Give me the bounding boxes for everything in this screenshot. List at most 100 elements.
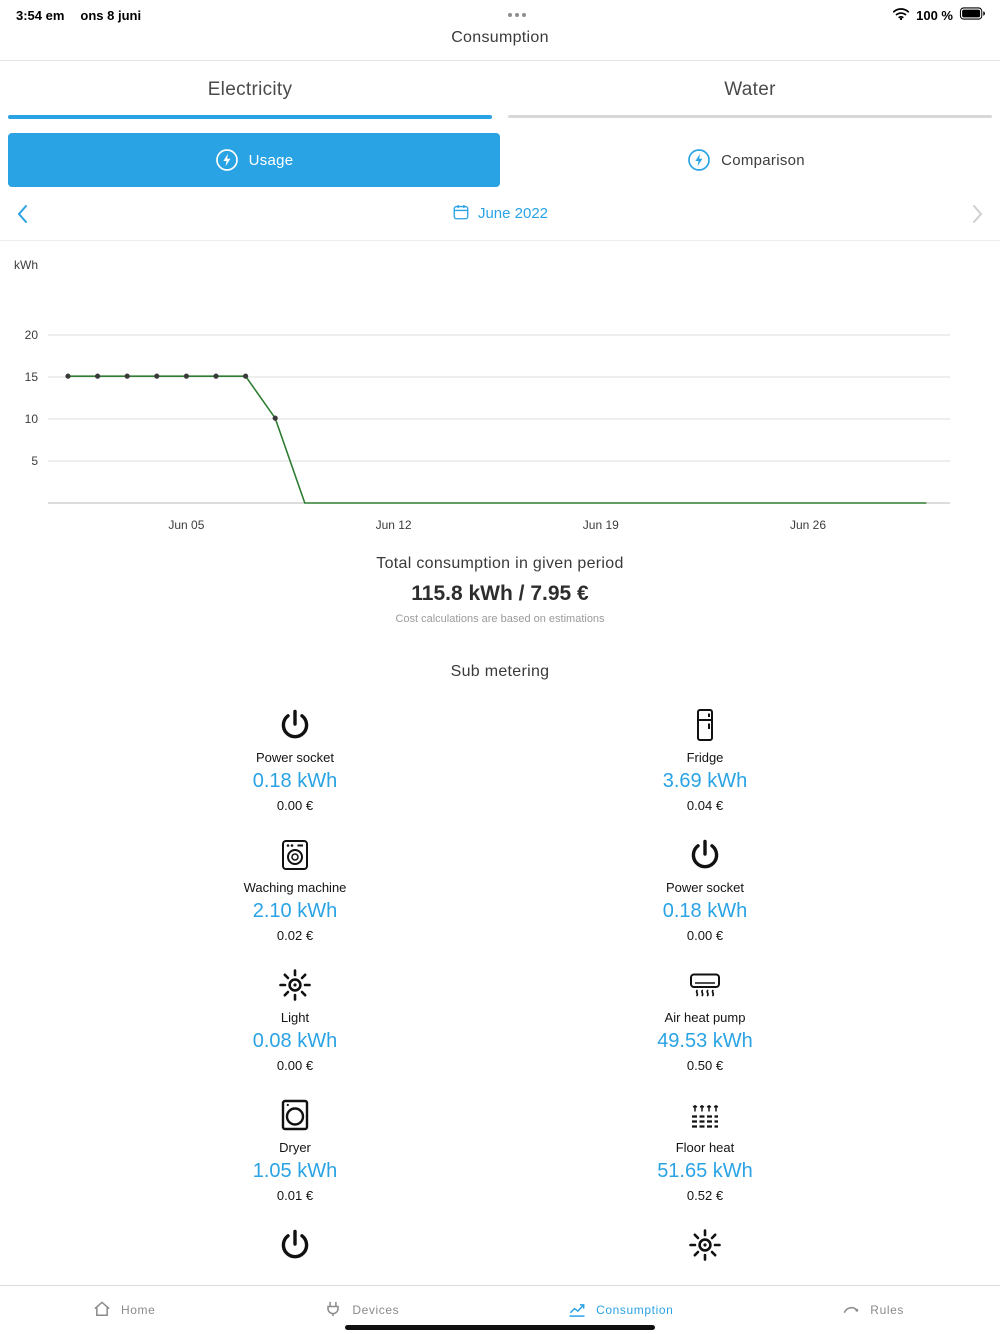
power-icon — [90, 1223, 500, 1263]
power-icon — [90, 703, 500, 743]
chevron-left-icon[interactable] — [16, 204, 28, 224]
page-title: Consumption — [0, 26, 1000, 61]
submeter-cost: 0.00 € — [276, 1058, 314, 1073]
submeter-cost: 0.04 € — [686, 798, 724, 813]
submeter-value: 2.10 kWh — [252, 900, 338, 922]
submeter-cost: 0.01 € — [276, 1188, 314, 1203]
ellipsis-icon — [507, 13, 526, 17]
nav-item-label: Rules — [870, 1303, 904, 1317]
tab-electricity-underline — [8, 115, 492, 119]
summary: Total consumption in given period 115.8 … — [0, 555, 1000, 625]
chevron-right-icon[interactable] — [972, 204, 984, 224]
summary-value: 115.8 kWh / 7.95 € — [411, 582, 589, 605]
submeter-item: Power socket 0.18 kWh 0.00 € — [500, 833, 910, 943]
nav-item-consumption[interactable]: Consumption — [567, 1299, 673, 1322]
consumption-icon — [567, 1299, 587, 1322]
dryer-icon — [90, 1093, 500, 1133]
nav-item-label: Consumption — [596, 1303, 674, 1317]
submeter-value: 3.69 kWh — [662, 770, 748, 792]
status-right: 100 % — [892, 7, 986, 24]
submeter-name: Floor heat — [675, 1140, 735, 1155]
submeter-item: Dryer 1.05 kWh 0.01 € — [90, 1093, 500, 1203]
svg-text:10: 10 — [25, 412, 39, 426]
submeter-name: Dryer — [279, 1140, 311, 1155]
submeter-value: 1.05 kWh — [252, 1160, 338, 1182]
nav-item-home[interactable]: Home — [92, 1299, 155, 1322]
floor-heat-icon — [500, 1093, 910, 1133]
summary-title: Total consumption in given period — [376, 555, 624, 572]
submeter-value: 0.18 kWh — [252, 770, 338, 792]
nav-item-rules[interactable]: Rules — [841, 1299, 904, 1322]
submeter-value: 51.65 kWh — [657, 1160, 753, 1182]
fridge-icon — [500, 703, 910, 743]
submeter-cost: 0.50 € — [686, 1058, 724, 1073]
svg-text:Jun 26: Jun 26 — [790, 518, 826, 532]
submeter-name: Power socket — [665, 880, 745, 895]
lightning-circle-icon — [687, 148, 711, 172]
status-time: 3:54 em — [16, 7, 65, 23]
submeter-cost: 0.52 € — [686, 1188, 724, 1203]
submeter-name: Air heat pump — [664, 1010, 746, 1025]
submeter-item: Power socket 0.18 kWh 0.00 € — [90, 703, 500, 813]
light-icon — [500, 1223, 910, 1263]
battery-percent: 100 % — [916, 7, 953, 23]
devices-icon — [323, 1299, 343, 1322]
summary-note: Cost calculations are based on estimatio… — [395, 613, 605, 625]
tab-water-underline — [508, 115, 992, 118]
tab-electricity-label: Electricity — [207, 79, 293, 100]
status-bar: 3:54 em ons 8 juni 100 % — [0, 0, 1000, 26]
submeter-item: Fridge 3.69 kWh 0.04 € — [500, 703, 910, 813]
submeter-name: Power socket — [255, 750, 335, 765]
svg-text:20: 20 — [25, 328, 39, 342]
submeter-item: Waching machine 2.10 kWh 0.02 € — [90, 833, 500, 943]
submeter-item — [90, 1223, 500, 1270]
submeter-cost: 0.00 € — [686, 928, 724, 943]
submeter-title: Sub metering — [450, 663, 550, 680]
submeter-value: 49.53 kWh — [657, 1030, 753, 1052]
status-date: ons 8 juni — [80, 7, 142, 23]
home-indicator[interactable] — [345, 1325, 655, 1330]
submeter-cost: 0.00 € — [276, 798, 314, 813]
power-icon — [500, 833, 910, 873]
lightning-circle-icon — [215, 148, 239, 172]
svg-text:5: 5 — [31, 454, 38, 468]
submeter-grid: Power socket 0.18 kWh 0.00 € Fridge 3.69 kWh… — [90, 703, 910, 1270]
tab-water-label: Water — [724, 79, 776, 100]
consumption-chart: 5 10 15 20 kWh Jun 05 Jun 12 Jun 19 Jun 26 — [14, 258, 950, 532]
submeter-value: 0.18 kWh — [662, 900, 748, 922]
wifi-icon — [892, 7, 910, 24]
battery-icon — [959, 7, 986, 23]
nav-item-label: Devices — [352, 1303, 400, 1317]
subtab-usage-label: Usage — [248, 151, 294, 169]
calendar-icon — [452, 203, 470, 225]
subtab-comparison[interactable]: Comparison — [500, 133, 992, 187]
svg-text:Jun 05: Jun 05 — [168, 518, 204, 532]
tab-bar: Electricity Water — [0, 79, 1000, 119]
light-icon — [90, 963, 500, 1003]
submeter-name: Waching machine — [243, 880, 347, 895]
svg-text:Jun 19: Jun 19 — [583, 518, 619, 532]
submeter-value: 0.08 kWh — [252, 1030, 338, 1052]
washing-machine-icon — [90, 833, 500, 873]
svg-text:Jun 12: Jun 12 — [376, 518, 412, 532]
submeter-item — [500, 1223, 910, 1270]
status-left: 3:54 em ons 8 juni — [16, 8, 141, 23]
subtab-bar: Usage Comparison — [8, 133, 992, 187]
submeter-item: Light 0.08 kWh 0.00 € — [90, 963, 500, 1073]
period-selector[interactable]: June 2022 — [452, 203, 548, 225]
home-icon — [92, 1299, 112, 1322]
subtab-usage[interactable]: Usage — [8, 133, 500, 187]
nav-item-label: Home — [121, 1303, 156, 1317]
submeter-name: Light — [280, 1010, 310, 1025]
rules-icon — [841, 1299, 861, 1322]
nav-item-devices[interactable]: Devices — [323, 1299, 399, 1322]
svg-text:15: 15 — [25, 370, 39, 384]
submeter-item: Air heat pump 49.53 kWh 0.50 € — [500, 963, 910, 1073]
subtab-comparison-label: Comparison — [721, 151, 805, 169]
svg-text:kWh: kWh — [14, 258, 38, 272]
date-navigator: June 2022 — [0, 187, 1000, 241]
tab-electricity[interactable]: Electricity — [0, 79, 500, 119]
tab-water[interactable]: Water — [500, 79, 1000, 119]
submeter-cost: 0.02 € — [276, 928, 314, 943]
